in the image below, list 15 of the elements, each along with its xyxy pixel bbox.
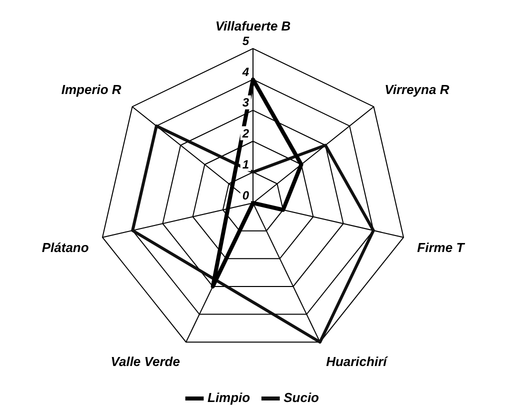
legend-label: Sucio	[284, 390, 320, 406]
spoke-label: Huarichirí	[326, 354, 388, 370]
y-tick-label: 5	[242, 34, 250, 48]
spoke-label: Plátano	[42, 240, 89, 255]
y-tick-label: 1	[242, 157, 250, 172]
spoke-label: Valle Verde	[110, 354, 180, 370]
y-tick-label: 3	[242, 96, 250, 110]
spoke-label: Virreyna R	[384, 82, 450, 97]
spoke-label: Firme T	[417, 240, 466, 255]
legend-label: Limpio	[208, 390, 250, 406]
y-tick-label: 0	[242, 188, 250, 202]
spoke-label: Imperio R	[61, 82, 122, 97]
y-tick-label: 4	[241, 64, 250, 79]
y-tick-label: 2	[241, 126, 250, 141]
spoke-label: Villafuerte B	[215, 18, 291, 34]
